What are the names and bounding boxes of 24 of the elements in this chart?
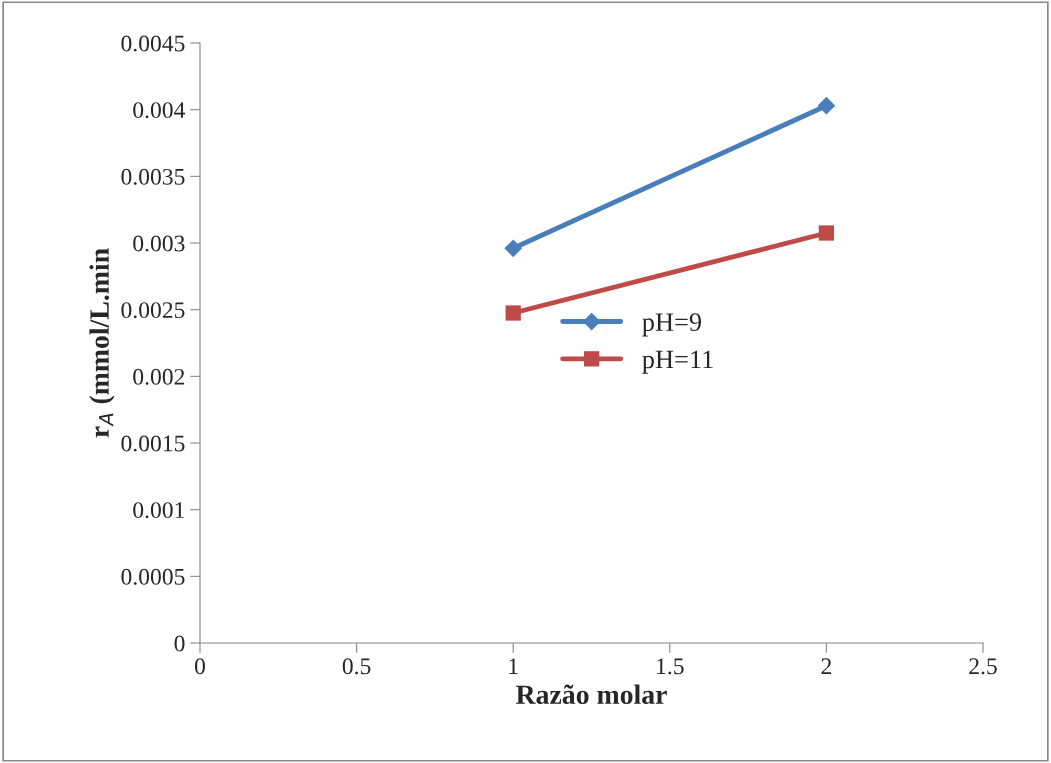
y-tick-label: 0.003 [133,235,185,252]
x-tick-label: 1 [509,658,518,674]
y-axis-title: r$_{A}$ (mmol/L.min [89,248,115,438]
x-axis-title: Razão molar [515,684,667,705]
y-tick-label: 0.002 [133,368,185,385]
point [505,305,521,321]
y-tick-label: 0.001 [133,502,184,519]
x-tick-label: 2 [821,658,831,674]
y-tick-label: 0.0035 [121,168,185,185]
y-tick-label: 0 [174,635,185,652]
legend-label: pH=11 [642,350,713,374]
legend-label: pH=9 [642,313,702,337]
x-tick-label: 0 [195,658,205,675]
x-tick-label: 0.5 [342,658,371,675]
point [504,239,523,258]
y-tick-label: 0.0045 [121,35,185,52]
y-tick-label: 0.0015 [121,435,185,452]
point [818,225,835,241]
point [817,96,836,115]
x-tick-label: 2.5 [969,658,997,675]
x-tick-label: 1.5 [657,658,684,675]
y-tick-label: 0.0025 [121,302,185,319]
y-tick-label: 0.0005 [121,568,185,585]
y-tick-label: 0.004 [133,102,186,119]
